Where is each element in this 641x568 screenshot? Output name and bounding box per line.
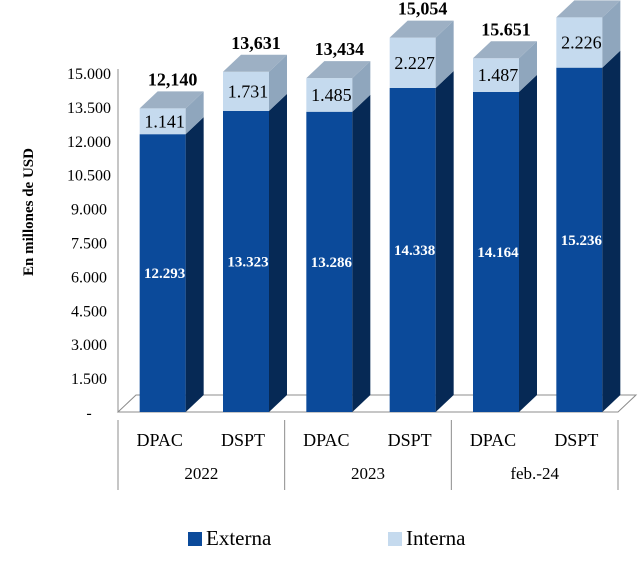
legend-label-interna: Interna [406, 526, 466, 550]
data-label-interna: 1.731 [228, 81, 269, 101]
x-category-label: DSPT [554, 430, 598, 450]
y-tick-label: - [86, 405, 91, 422]
bar-externa [389, 87, 436, 413]
bar-interna [389, 37, 436, 88]
bar-externa [139, 134, 186, 412]
data-label-externa: 13.286 [311, 255, 353, 271]
total-label: 13,434 [315, 39, 365, 59]
bar-interna-top [139, 91, 204, 109]
bar-externa [306, 111, 353, 413]
y-tick-label: 6.000 [71, 269, 107, 286]
bar-interna-side [519, 41, 537, 92]
x-category-label: DSPT [221, 430, 265, 450]
bar-externa [473, 91, 519, 412]
y-tick-label: 9.000 [71, 202, 107, 219]
bar-interna-side [602, 0, 621, 68]
bar-interna [223, 71, 269, 111]
bar-externa-side [185, 117, 204, 413]
bar-interna-side [269, 54, 287, 111]
bar-externa [556, 67, 603, 413]
x-category-label: DPAC [470, 430, 516, 450]
x-category-label: DPAC [303, 430, 349, 450]
bar-externa-side [352, 94, 371, 413]
y-tick-label: 10.500 [67, 168, 111, 185]
legend: Externa Interna [0, 526, 641, 562]
y-tick-label: 7.500 [71, 236, 107, 253]
x-group-label: feb.-24 [510, 464, 559, 483]
bar-externa-side [519, 74, 537, 412]
bar-interna-side [435, 20, 454, 88]
y-tick-label: 4.500 [71, 303, 107, 320]
data-label-interna: 1.487 [478, 65, 519, 85]
total-label: 15.651 [481, 19, 531, 39]
total-label: 13,631 [231, 33, 281, 53]
bar-externa-side [602, 50, 621, 412]
total-label: 15,054 [398, 0, 448, 19]
bar-interna-top [556, 0, 621, 18]
x-group-label: 2023 [351, 464, 385, 483]
legend-item-externa: Externa [188, 526, 271, 551]
legend-item-interna: Interna [388, 526, 465, 551]
bar-interna [306, 78, 353, 112]
legend-label-externa: Externa [206, 526, 272, 550]
data-label-interna: 2.226 [561, 33, 602, 53]
data-label-interna: 1.485 [311, 85, 352, 105]
bar-interna-side [185, 91, 204, 135]
chart: En millones de USD - 1.500 3.000 4.500 6.000… [21, 0, 638, 490]
y-tick-label: 12.000 [67, 134, 111, 151]
data-label-interna: 1.141 [144, 111, 185, 131]
bar-interna [139, 108, 186, 135]
data-label-externa: 13.323 [227, 254, 268, 270]
bar-interna-side [352, 61, 371, 112]
bar-interna-top [473, 41, 537, 59]
data-label-externa: 14.164 [477, 245, 519, 261]
bar-interna-top [389, 20, 454, 38]
data-label-externa: 15.236 [561, 233, 603, 249]
legend-swatch-interna [388, 531, 402, 546]
bar-externa-side [269, 93, 287, 412]
y-tick-label: 13.500 [67, 100, 111, 117]
y-axis-title: En millones de USD [21, 148, 37, 276]
y-tick-label: 15.000 [67, 66, 111, 83]
bar-interna [473, 58, 519, 92]
x-category-label: DSPT [388, 430, 432, 450]
bar-interna [556, 17, 603, 68]
data-label-externa: 12.293 [144, 266, 185, 282]
data-label-interna: 2.227 [394, 53, 435, 73]
bar-interna-top [306, 61, 371, 79]
legend-swatch-externa [188, 531, 202, 546]
x-group-label: 2022 [184, 464, 218, 483]
bar-interna-top [223, 54, 287, 72]
total-label: 12,140 [148, 69, 198, 89]
x-category-label: DPAC [136, 430, 182, 450]
bar-externa [223, 110, 269, 412]
y-tick-label: 3.000 [71, 337, 107, 354]
bar-externa-side [435, 70, 454, 413]
y-tick-label: 1.500 [71, 371, 107, 388]
data-label-externa: 14.338 [394, 243, 435, 259]
